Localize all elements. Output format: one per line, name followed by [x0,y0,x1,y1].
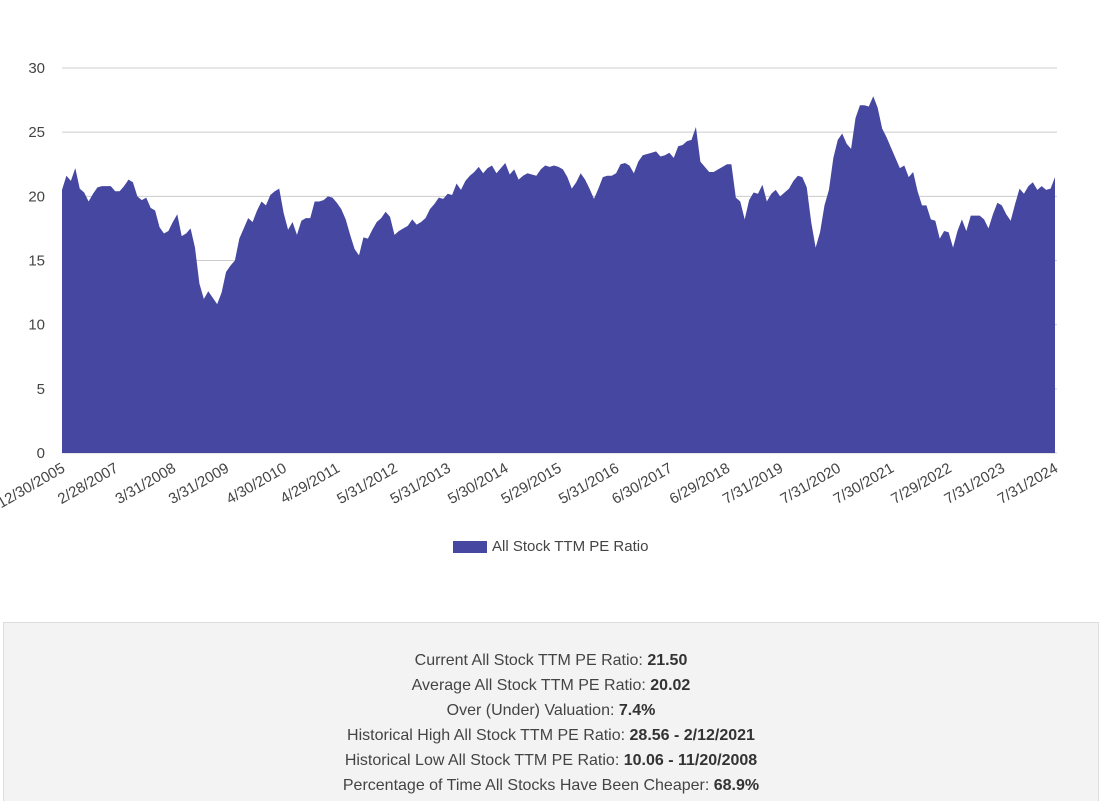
y-tick-label: 30 [28,60,45,77]
x-tick-label: 12/30/2005 [0,460,68,512]
stat-value: 28.56 - 2/12/2021 [629,727,755,744]
stat-row: Historical High All Stock TTM PE Ratio: … [4,723,1098,748]
chart: 0 5 10 15 20 25 30 12/30/20052/28/20073/31/2008… [0,60,1061,555]
y-tick-label: 20 [28,188,45,205]
stat-value: 10.06 - 11/20/2008 [623,752,758,769]
legend-label: All Stock TTM PE Ratio [492,538,648,555]
stat-label: Current All Stock TTM PE Ratio: [414,652,643,669]
y-tick-label: 0 [37,445,45,462]
x-tick-label: 7/29/2022 [888,460,954,508]
y-tick-label: 15 [28,253,45,270]
x-tick-label: 5/31/2012 [334,460,400,508]
stat-label: Over (Under) Valuation: [446,702,615,719]
stat-value: 20.02 [650,677,691,694]
x-tick-label: 3/31/2008 [113,460,179,508]
x-tick-label: 6/29/2018 [667,460,733,508]
x-tick-label: 2/28/2007 [55,460,121,508]
y-tick-label: 5 [37,381,45,398]
stat-label: Historical Low All Stock TTM PE Ratio: [344,752,620,769]
x-tick-label: 5/29/2015 [498,460,564,508]
stat-row: Over (Under) Valuation: 7.4% [4,698,1098,723]
x-tick-label: 7/31/2024 [995,460,1061,508]
x-tick-label: 5/30/2014 [445,460,511,508]
y-tick-label: 10 [28,317,45,334]
stat-value: 68.9% [713,777,760,794]
stat-label: Percentage of Time All Stocks Have Been … [342,777,710,794]
stat-row: Average All Stock TTM PE Ratio: 20.02 [4,673,1098,698]
stat-label: Historical High All Stock TTM PE Ratio: [347,727,626,744]
stat-row: Historical Low All Stock TTM PE Ratio: 1… [4,748,1098,773]
x-tick-label: 3/31/2009 [166,460,232,508]
x-tick-label: 7/31/2019 [720,460,786,508]
stat-value: 7.4% [618,702,656,719]
x-tick-label: 4/30/2010 [223,460,289,508]
x-tick-label: 5/31/2016 [556,460,622,508]
area [62,96,1055,453]
x-tick-label: 7/31/2020 [777,460,843,508]
x-tick-label: 5/31/2013 [387,460,453,508]
y-tick-label: 25 [28,124,45,141]
stat-value: 21.50 [647,652,688,669]
x-tick-label: 7/31/2023 [942,460,1008,508]
legend-swatch [453,541,487,553]
stat-label: Average All Stock TTM PE Ratio: [411,677,646,694]
stat-row: Current All Stock TTM PE Ratio: 21.50 [4,648,1098,673]
stats-panel: Current All Stock TTM PE Ratio: 21.50 Ave… [3,622,1099,801]
x-tick-label: 6/30/2017 [609,460,675,508]
x-tick-label: 7/30/2021 [831,460,897,508]
x-tick-label: 4/29/2011 [278,460,343,508]
stat-row: Percentage of Time All Stocks Have Been … [4,773,1098,798]
